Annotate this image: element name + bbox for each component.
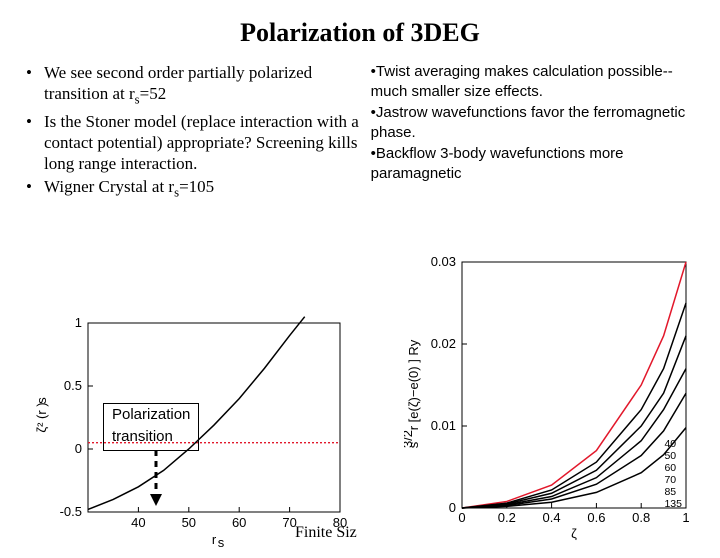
svg-text:0.01: 0.01 (431, 418, 456, 433)
svg-text:0: 0 (449, 500, 456, 515)
svg-text:s: s (34, 397, 49, 404)
svg-text:0.8: 0.8 (632, 510, 650, 525)
right-bullet-1: •Twist averaging makes calculation possi… (371, 62, 696, 101)
right-chart: 0 0.2 0.4 0.6 0.8 1 0 0.01 0.02 0.03 ζ r [e(ζ)−e(0)… (404, 252, 694, 542)
svg-text:0.5: 0.5 (64, 378, 82, 393)
svg-text:-0.5: -0.5 (60, 504, 82, 519)
bullet-3: Wigner Crystal at rs=105 (24, 176, 363, 201)
svg-text:60: 60 (232, 515, 246, 530)
svg-text:50: 50 (182, 515, 196, 530)
page-title: Polarization of 3DEG (0, 18, 720, 48)
svg-text:ζ² (r ): ζ² (r ) (34, 402, 49, 432)
svg-text:1: 1 (75, 315, 82, 330)
svg-text:s: s (218, 535, 225, 548)
svg-text:0.4: 0.4 (543, 510, 561, 525)
svg-text:0.03: 0.03 (431, 254, 456, 269)
bullet-2: Is the Stoner model (replace interaction… (24, 111, 363, 175)
svg-text:40: 40 (131, 515, 145, 530)
finite-text: Finite Siz (295, 524, 357, 542)
right-column: •Twist averaging makes calculation possi… (363, 62, 696, 204)
svg-text:0.6: 0.6 (587, 510, 605, 525)
svg-text:0: 0 (458, 510, 465, 525)
svg-text:0: 0 (75, 441, 82, 456)
svg-text:ζ: ζ (571, 526, 577, 541)
polarization-box: Polarization transition (103, 403, 199, 451)
right-bullet-3: •Backflow 3-body wavefunctions more para… (371, 144, 696, 183)
bullet-1: We see second order partially polarized … (24, 62, 363, 109)
right-bullet-2: •Jastrow wavefunctions favor the ferroma… (371, 103, 696, 142)
dashed-arrow (148, 450, 164, 508)
svg-text:1: 1 (682, 510, 689, 525)
right-chart-legend: 4050607085135 (664, 438, 682, 510)
left-column: We see second order partially polarized … (24, 62, 363, 204)
svg-text:0.2: 0.2 (498, 510, 516, 525)
content-columns: We see second order partially polarized … (0, 62, 720, 204)
svg-text:r [e(ζ)−e(0) ] Ry: r [e(ζ)−e(0) ] Ry (406, 339, 421, 430)
svg-text:0.02: 0.02 (431, 336, 456, 351)
svg-text:3/2: 3/2 (404, 430, 415, 448)
